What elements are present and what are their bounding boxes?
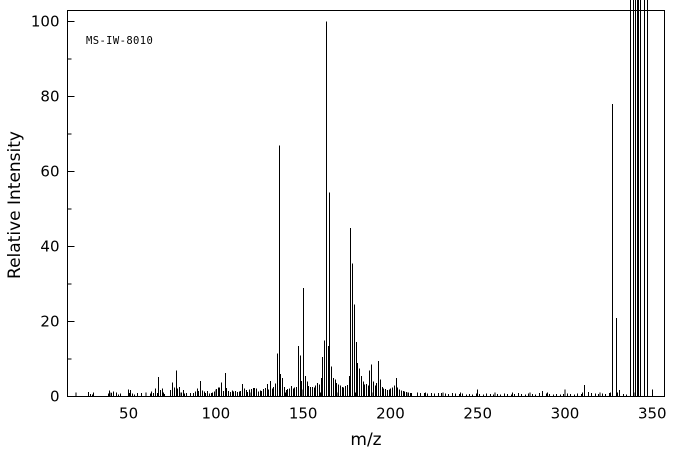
x-tick-label: 250 — [463, 405, 492, 423]
y-tick-label: 100 — [31, 13, 60, 31]
y-tick-label: 0 — [50, 388, 60, 406]
x-tick-label: 100 — [202, 405, 231, 423]
plot-frame — [66, 9, 666, 398]
x-tick-label: 200 — [376, 405, 405, 423]
sample-annotation-label: MS-IW-8010 — [86, 35, 153, 47]
y-axis-ticks: 0 20 40 60 80 100 — [31, 13, 75, 406]
y-tick-label: 40 — [40, 238, 59, 256]
y-tick-label: 60 — [40, 163, 59, 181]
x-axis-ticks: 50 100 150 200 250 300 350 — [75, 389, 667, 423]
y-tick-label: 20 — [40, 313, 59, 331]
x-tick-label: 300 — [551, 405, 580, 423]
x-axis-title: m/z — [350, 430, 381, 450]
y-tick-label: 80 — [40, 88, 59, 106]
x-tick-label: 50 — [119, 405, 138, 423]
peak-series — [88, 0, 648, 397]
y-axis-title: Relative Intensity — [5, 131, 25, 279]
x-tick-label: 350 — [638, 405, 667, 423]
x-tick-label: 150 — [289, 405, 318, 423]
